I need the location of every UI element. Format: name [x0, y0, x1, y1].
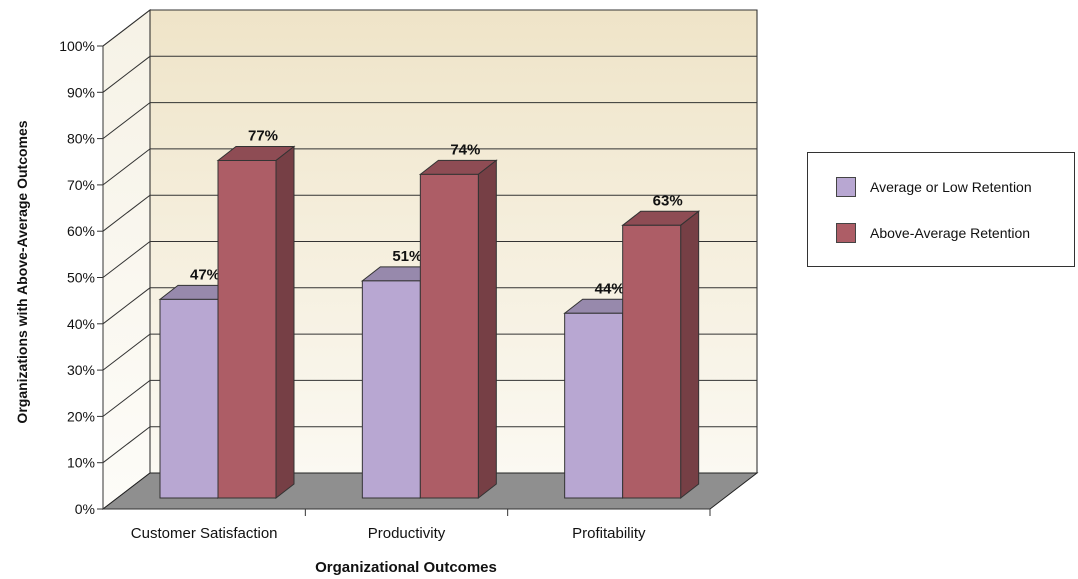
bar [564, 312, 624, 499]
gridline [102, 426, 757, 464]
x-tick-label: Profitability [572, 525, 646, 542]
data-label: 44% [595, 280, 625, 297]
gridline [102, 333, 757, 371]
y-tick-label: 80% [67, 131, 95, 147]
bar [622, 224, 682, 499]
y-axis-title: Organizations with Above-Average Outcome… [14, 120, 30, 423]
y-tick-label: 50% [67, 270, 95, 286]
bar-side [680, 210, 700, 500]
data-label: 51% [392, 248, 422, 265]
bar [217, 159, 277, 499]
legend-item-average-or-low-retention: Average or Low Retention [836, 177, 1032, 197]
y-tick-label: 70% [67, 177, 95, 193]
data-label: 74% [450, 141, 480, 158]
y-tick-label: 20% [67, 408, 95, 424]
bar-side [477, 159, 497, 500]
gridline [102, 55, 757, 93]
y-tick-label: 30% [67, 362, 95, 378]
y-tick-label: 100% [59, 38, 95, 54]
x-tick-label: Productivity [368, 525, 446, 542]
data-label: 63% [653, 192, 683, 209]
y-tick-label: 0% [75, 501, 95, 517]
data-label: 47% [190, 266, 220, 283]
bar-side [275, 145, 295, 500]
legend-swatch [836, 177, 856, 197]
legend-item-above-average-retention: Above-Average Retention [836, 223, 1030, 243]
gridline [102, 287, 757, 325]
gridline [102, 379, 757, 417]
legend-label: Above-Average Retention [870, 225, 1031, 241]
y-tick-label: 60% [67, 223, 95, 239]
legend-label: Average or Low Retention [870, 179, 1032, 195]
bar [361, 280, 421, 499]
y-tick-label: 10% [67, 455, 95, 471]
gridline [102, 102, 757, 139]
legend-swatch [836, 223, 856, 243]
x-tick-label: Customer Satisfaction [131, 525, 278, 542]
bar [159, 298, 219, 499]
gridline [102, 194, 757, 232]
gridline [102, 148, 757, 186]
legend: Average or Low Retention Above-Average R… [807, 152, 1075, 267]
y-tick-label: 90% [67, 84, 95, 100]
y-tick-label: 40% [67, 316, 95, 332]
gridline [102, 9, 757, 47]
data-label: 77% [248, 127, 278, 144]
gridline [102, 241, 757, 278]
bar [419, 173, 479, 499]
x-axis-title: Organizational Outcomes [315, 559, 497, 576]
